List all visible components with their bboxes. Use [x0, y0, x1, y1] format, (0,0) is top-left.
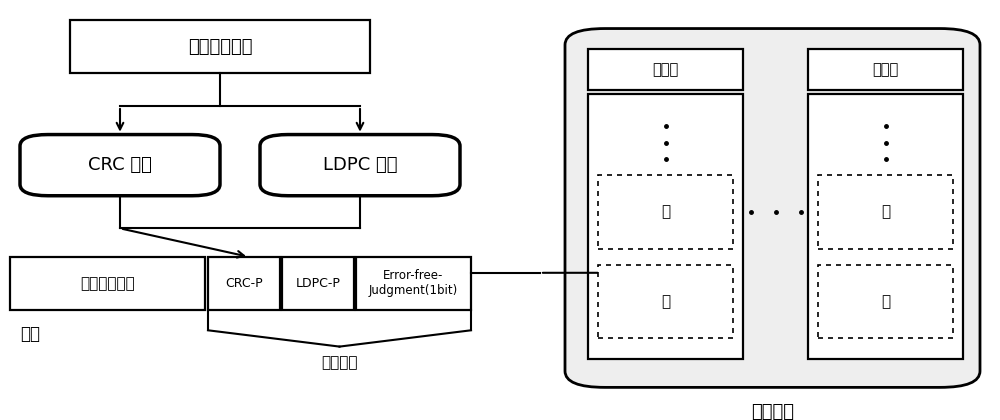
Text: 寄存器: 寄存器	[652, 62, 679, 77]
FancyBboxPatch shape	[260, 134, 460, 196]
Bar	[356, 257, 471, 310]
Bar	[808, 49, 963, 90]
Text: Error-free-
Judgment(1bit): Error-free- Judgment(1bit)	[369, 269, 458, 297]
Bar	[818, 175, 953, 249]
FancyBboxPatch shape	[20, 134, 220, 196]
Text: 闪存阵列: 闪存阵列	[751, 403, 794, 420]
Bar	[282, 257, 354, 310]
Text: 块: 块	[661, 205, 670, 220]
Text: 预留空间: 预留空间	[321, 355, 358, 370]
Bar	[598, 265, 733, 339]
Text: LDPC 编码: LDPC 编码	[323, 156, 397, 174]
Bar	[598, 175, 733, 249]
Text: 块: 块	[661, 294, 670, 309]
Bar	[588, 94, 743, 359]
Text: CRC-P: CRC-P	[225, 277, 263, 290]
Text: 一页: 一页	[20, 326, 40, 344]
Text: 每页原始数据: 每页原始数据	[80, 276, 135, 291]
Text: 块: 块	[881, 294, 890, 309]
Bar	[208, 257, 280, 310]
Text: 块: 块	[881, 205, 890, 220]
Bar	[70, 21, 370, 74]
Bar	[818, 265, 953, 339]
Text: 每页原始数据: 每页原始数据	[188, 38, 252, 56]
Text: CRC 编码: CRC 编码	[88, 156, 152, 174]
Bar	[808, 94, 963, 359]
Bar	[588, 49, 743, 90]
Text: 寄存器: 寄存器	[872, 62, 899, 77]
Bar	[10, 257, 205, 310]
Text: LDPC-P: LDPC-P	[296, 277, 340, 290]
FancyBboxPatch shape	[565, 29, 980, 387]
